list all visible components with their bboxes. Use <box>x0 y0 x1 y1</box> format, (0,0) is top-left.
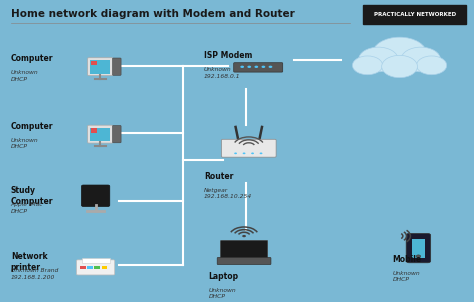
FancyBboxPatch shape <box>76 260 115 275</box>
Circle shape <box>358 47 398 72</box>
Bar <box>82 258 109 263</box>
Text: Unknown
DHCP: Unknown DHCP <box>11 138 38 149</box>
Text: Unknown
DHCP: Unknown DHCP <box>209 288 237 299</box>
Circle shape <box>255 66 258 68</box>
FancyBboxPatch shape <box>91 128 110 141</box>
Text: Computer: Computer <box>11 122 53 131</box>
Text: Laptop: Laptop <box>209 272 239 281</box>
Circle shape <box>260 153 263 154</box>
Circle shape <box>401 47 440 72</box>
Bar <box>87 266 93 269</box>
Bar <box>91 128 97 133</box>
Circle shape <box>382 55 418 78</box>
Bar <box>91 61 97 65</box>
Text: Unknown
DHCP: Unknown DHCP <box>11 70 38 82</box>
Circle shape <box>240 66 244 68</box>
FancyBboxPatch shape <box>88 58 113 76</box>
Bar <box>101 266 107 269</box>
Circle shape <box>416 255 421 258</box>
FancyBboxPatch shape <box>113 126 121 143</box>
FancyBboxPatch shape <box>91 60 110 74</box>
Text: Home network diagram with Modem and Router: Home network diagram with Modem and Rout… <box>11 9 294 19</box>
Circle shape <box>417 56 447 75</box>
Text: Unknown Brand
192.168.1.200: Unknown Brand 192.168.1.200 <box>11 268 58 280</box>
Text: Network
printer: Network printer <box>11 252 47 272</box>
FancyBboxPatch shape <box>217 258 271 265</box>
Text: Unknown
192.168.0.1: Unknown 192.168.0.1 <box>204 67 241 79</box>
FancyBboxPatch shape <box>363 5 466 24</box>
Text: PRACTICALLY NETWORKED: PRACTICALLY NETWORKED <box>374 12 456 17</box>
Text: Unknown
DHCP: Unknown DHCP <box>392 271 420 282</box>
Circle shape <box>247 66 251 68</box>
Circle shape <box>242 235 246 237</box>
Text: Router: Router <box>204 172 233 181</box>
Bar <box>80 266 86 269</box>
Text: Computer: Computer <box>11 54 53 63</box>
FancyBboxPatch shape <box>412 239 425 258</box>
Bar <box>94 266 100 269</box>
FancyBboxPatch shape <box>234 63 283 72</box>
Text: Apple iMac
DHCP: Apple iMac DHCP <box>11 202 43 214</box>
Text: ISP Modem: ISP Modem <box>204 51 252 60</box>
Circle shape <box>262 66 265 68</box>
Circle shape <box>243 153 246 154</box>
Circle shape <box>234 153 237 154</box>
Text: Study
Computer: Study Computer <box>11 186 53 206</box>
FancyBboxPatch shape <box>406 233 431 263</box>
FancyBboxPatch shape <box>220 240 268 259</box>
Circle shape <box>269 66 273 68</box>
Text: Netgear
192.168.10.254: Netgear 192.168.10.254 <box>204 188 252 199</box>
FancyBboxPatch shape <box>113 58 121 75</box>
Circle shape <box>251 153 254 154</box>
Text: Mobile: Mobile <box>392 255 422 264</box>
FancyBboxPatch shape <box>82 185 110 207</box>
Circle shape <box>372 37 427 71</box>
FancyBboxPatch shape <box>221 139 276 157</box>
Circle shape <box>353 56 383 75</box>
FancyBboxPatch shape <box>88 125 113 143</box>
